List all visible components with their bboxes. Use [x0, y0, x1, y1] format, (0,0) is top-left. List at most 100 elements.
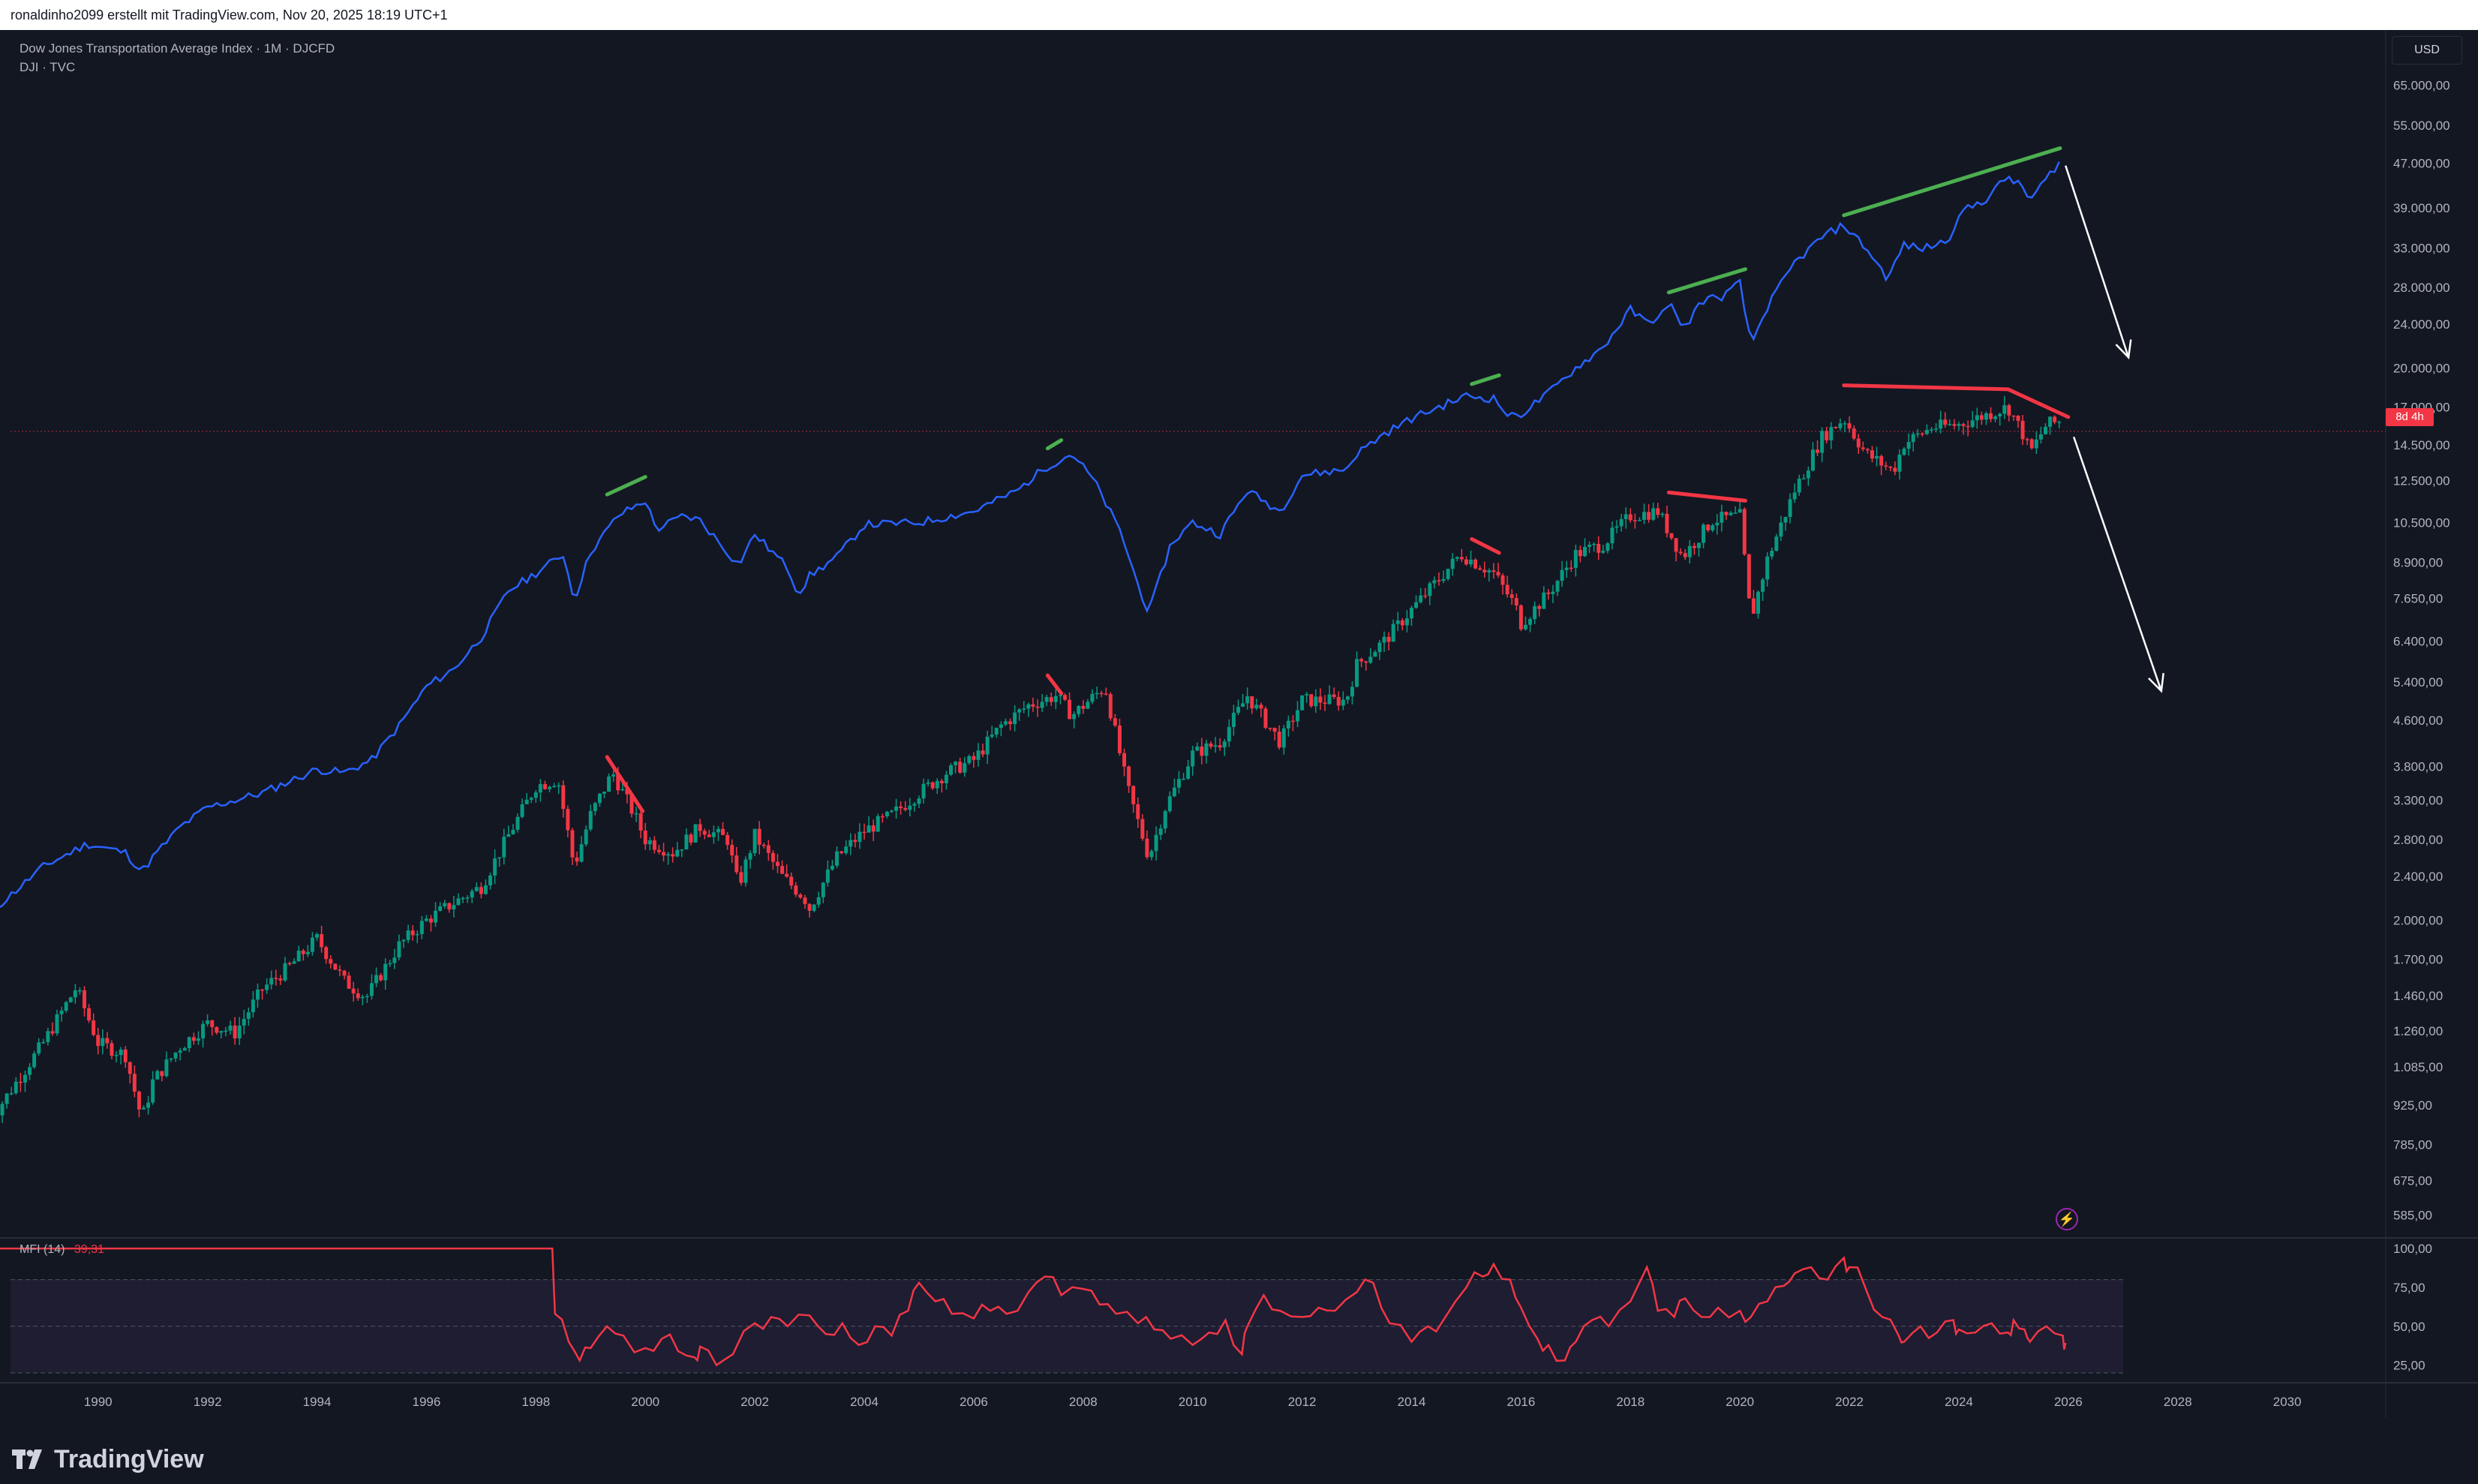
time-tick-label: 2010	[1179, 1395, 1207, 1409]
candle-body	[816, 897, 821, 905]
candle-body	[1031, 704, 1035, 707]
candle-body	[588, 811, 593, 830]
candle-body	[1756, 591, 1761, 614]
candle-body	[1518, 605, 1523, 629]
candle-body	[908, 805, 912, 810]
candle-body	[917, 798, 921, 804]
candle-body	[840, 851, 844, 854]
candle-body	[1395, 620, 1400, 624]
candle-body	[269, 978, 274, 985]
candle-body	[1628, 514, 1632, 521]
candle-body	[461, 897, 465, 900]
candle-body	[55, 1014, 59, 1034]
candle-body	[1715, 522, 1720, 526]
candle-body	[944, 774, 948, 783]
candle-body	[488, 875, 493, 886]
candle-body	[233, 1025, 237, 1039]
candle-body	[1400, 620, 1404, 626]
time-tick-label: 2014	[1398, 1395, 1426, 1409]
candle-body	[178, 1050, 182, 1053]
candle-body	[1888, 467, 1893, 468]
candle-body	[757, 828, 761, 845]
candle-body	[438, 906, 443, 911]
currency-button[interactable]: USD	[2392, 36, 2462, 65]
candle-body	[2016, 416, 2020, 421]
chart-frame[interactable]	[0, 30, 2478, 1434]
candle-body	[1309, 694, 1314, 707]
candle-body	[1136, 804, 1140, 819]
candle-body	[1026, 704, 1031, 709]
candle-body	[1391, 623, 1395, 642]
candle-body	[1296, 710, 1300, 722]
candle-body	[1970, 420, 1975, 427]
legend-main-series[interactable]: Dow Jones Transportation Average Index ·…	[20, 41, 335, 56]
red-trendline	[1842, 383, 2011, 392]
price-tick-label: 33.000,00	[2393, 241, 2450, 255]
candle-body	[1797, 479, 1801, 493]
candle-body	[1218, 745, 1222, 748]
candle-body	[374, 975, 379, 984]
candle-body	[766, 845, 770, 853]
green-trendline	[605, 475, 647, 497]
candle-body	[470, 891, 474, 898]
candle-body	[1801, 478, 1806, 479]
candle-body	[867, 825, 871, 833]
candle-body	[1505, 584, 1509, 595]
candle-body	[287, 963, 292, 965]
candle-body	[1614, 526, 1619, 528]
candle-body	[529, 798, 533, 801]
time-tick-label: 1992	[194, 1395, 222, 1409]
legend-overlay-series[interactable]: DJI · TVC	[20, 60, 76, 74]
arrow-head	[2115, 339, 2132, 360]
brand-logo[interactable]: TradingView	[12, 1442, 204, 1476]
candle-body	[1186, 766, 1191, 779]
candle-body	[278, 978, 283, 981]
candle-body	[1825, 431, 1829, 440]
candle-body	[424, 918, 428, 921]
candle-body	[246, 1012, 251, 1020]
candle-body	[305, 951, 310, 954]
candle-body	[1875, 455, 1879, 459]
candle-body	[1332, 694, 1336, 697]
candle-body	[789, 876, 794, 886]
candle-body	[137, 1091, 141, 1110]
candle-body	[1314, 696, 1318, 707]
candle-body	[511, 829, 515, 834]
lightning-bolt-icon[interactable]: ⚡	[2056, 1208, 2078, 1230]
candle-body	[1086, 701, 1090, 709]
candle-body	[570, 830, 575, 858]
candle-body	[1327, 694, 1332, 704]
time-tick-label: 1990	[84, 1395, 113, 1409]
price-tick-label: 24.000,00	[2393, 317, 2450, 332]
candle-body	[296, 951, 301, 962]
candle-body	[2002, 405, 2007, 414]
time-tick-label: 2020	[1726, 1395, 1754, 1409]
candle-body	[1647, 512, 1651, 520]
candle-body	[310, 937, 314, 952]
candle-body	[68, 997, 73, 1002]
price-tick-label: 20.000,00	[2393, 361, 2450, 375]
candle-body	[96, 1035, 101, 1047]
candle-body	[32, 1053, 37, 1068]
candle-body	[1345, 696, 1350, 700]
candle-body	[548, 786, 552, 789]
candle-body	[1619, 518, 1623, 527]
price-tick-label: 2.400,00	[2393, 870, 2443, 884]
candle-body	[1145, 838, 1149, 858]
candle-body	[1957, 424, 1961, 426]
candle-body	[739, 872, 743, 883]
candle-body	[1095, 692, 1099, 695]
candle-body	[1104, 693, 1108, 695]
candle-body	[1017, 709, 1022, 713]
candle-body	[1277, 731, 1281, 748]
candle-body	[1008, 721, 1013, 725]
candle-body	[963, 763, 967, 773]
candle-body	[1702, 524, 1706, 543]
candle-body	[1810, 449, 1815, 471]
attribution-text: ronaldinho2099 erstellt mit TradingView.…	[11, 8, 448, 23]
candle-body	[853, 840, 858, 843]
candle-body	[2057, 422, 2062, 423]
footer	[0, 1434, 2478, 1484]
mfi-legend[interactable]: MFI (14) 39,31	[20, 1243, 104, 1257]
